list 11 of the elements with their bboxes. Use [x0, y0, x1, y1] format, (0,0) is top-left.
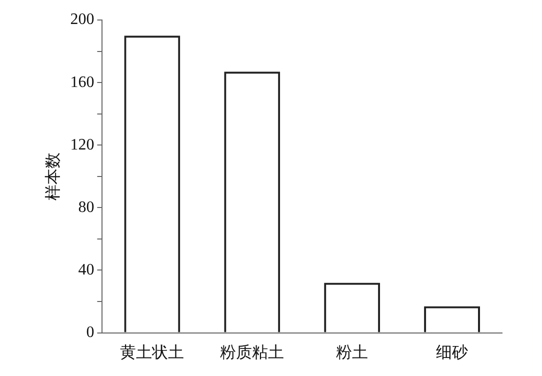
y-tick-label: 80	[78, 198, 94, 216]
y-tick-label: 120	[70, 136, 94, 154]
y-tick-label: 40	[78, 261, 94, 278]
y-tick-label: 200	[70, 11, 94, 28]
y-axis-title: 样本数	[44, 152, 62, 200]
x-tick-label: 粉土	[336, 344, 368, 362]
x-tick-label: 细砂	[436, 344, 468, 362]
y-tick-label: 0	[86, 324, 94, 342]
y-tick-label: 160	[70, 74, 94, 91]
x-tick-label: 粉质粘土	[220, 344, 284, 362]
x-tick-label: 黄土状土	[120, 344, 184, 362]
